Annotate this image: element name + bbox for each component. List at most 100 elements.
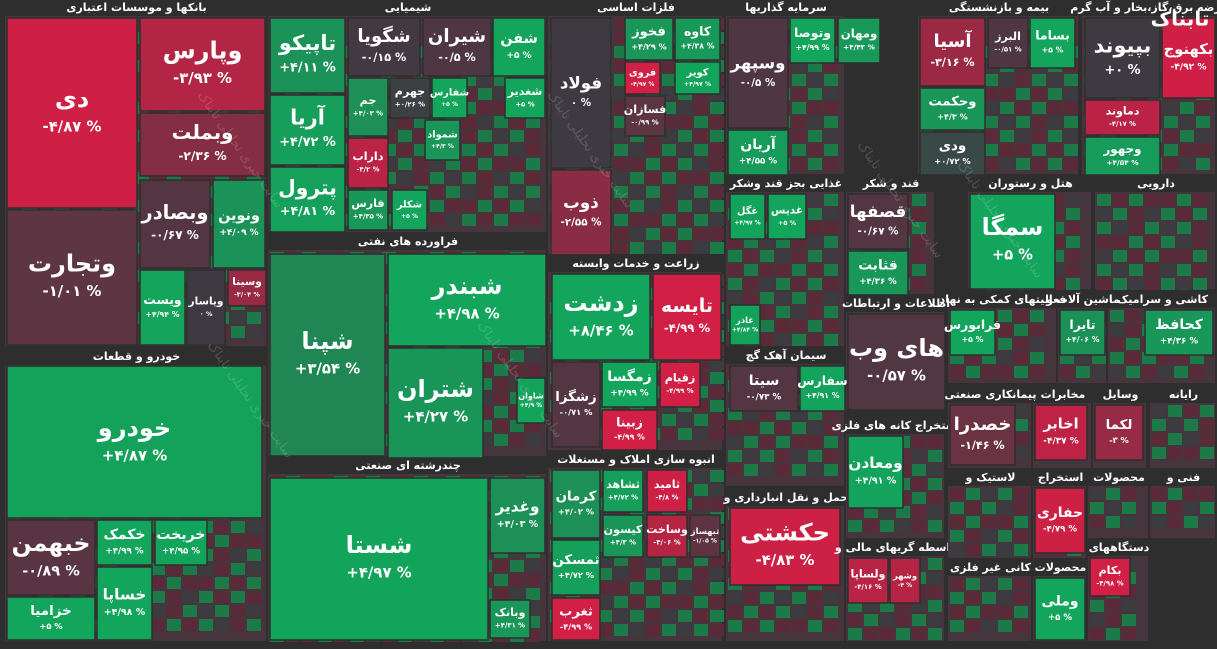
stock-name: وملی — [1042, 593, 1079, 609]
minor-tile — [792, 158, 806, 170]
minor-tile — [998, 516, 1012, 528]
stock-name: وبصادر — [141, 201, 209, 224]
minor-tile — [694, 214, 708, 226]
minor-tile — [824, 606, 838, 618]
minor-tile — [1066, 236, 1080, 248]
minor-tile — [1164, 158, 1178, 170]
minor-tile — [950, 488, 964, 500]
minor-tile — [662, 610, 676, 622]
stock-name: ثبهساز — [690, 526, 719, 537]
minor-tile — [694, 144, 708, 156]
minor-tile — [1014, 516, 1028, 528]
stock-change: -۱/۰۵ % — [693, 538, 717, 545]
stock-change: +۴/۰۳ % — [497, 519, 539, 530]
minor-tile — [728, 250, 742, 262]
minor-tile — [1064, 88, 1078, 100]
sector: محصولات وملی +۵ % — [1033, 561, 1086, 641]
minor-tile — [710, 400, 724, 412]
minor-tile — [998, 530, 1012, 542]
minor-tile — [744, 450, 758, 462]
stock-change: +۴/۰۳ % — [353, 110, 383, 118]
sector-title: زراعت و خدمات وابسته — [572, 257, 699, 270]
minor-tile — [880, 520, 894, 532]
minor-tile — [694, 228, 708, 240]
minor-tile — [728, 292, 742, 304]
minor-tile — [1032, 116, 1046, 128]
minor-tile — [912, 264, 926, 276]
minor-tile — [678, 610, 692, 622]
minor-tile — [848, 614, 862, 626]
minor-tile — [614, 596, 628, 608]
stock-name: خبهمن — [12, 529, 91, 557]
minor-tile — [1164, 130, 1178, 142]
minor-tile — [694, 498, 708, 510]
minor-tile — [678, 582, 692, 594]
minor-tile — [398, 172, 412, 184]
sector-title: بانکها و موسسات اعتباری — [66, 1, 206, 14]
sector-title: سیمان آهک گچ — [746, 348, 827, 362]
minor-tile — [1097, 236, 1111, 248]
minor-tile — [1122, 628, 1136, 640]
minor-tile — [231, 535, 245, 547]
stock-tile — [186, 269, 226, 346]
minor-tile — [966, 366, 980, 378]
minor-tile — [1066, 278, 1080, 290]
minor-tile — [1014, 606, 1028, 618]
minor-tile — [950, 366, 964, 378]
minor-tile — [998, 544, 1012, 556]
stock-tile — [347, 77, 389, 137]
minor-tile — [1030, 366, 1044, 378]
minor-tile — [462, 186, 476, 198]
minor-tile — [728, 464, 742, 476]
stock-name: شکلر — [396, 200, 422, 211]
sector-title: رایانه — [1169, 388, 1198, 401]
stock-change: +۰ % — [1104, 63, 1140, 78]
minor-tile — [662, 74, 676, 86]
minor-tile — [912, 278, 926, 290]
minor-tile — [694, 610, 708, 622]
minor-tile — [808, 116, 822, 128]
minor-tile — [824, 320, 838, 332]
stock-change: +۰/۲۶ % — [395, 101, 425, 109]
minor-tile — [478, 74, 492, 86]
stock-change: -۴/۹۹ % — [666, 387, 693, 395]
minor-tile — [982, 502, 996, 514]
minor-tile — [630, 242, 644, 254]
minor-tile — [1145, 250, 1159, 262]
minor-tile — [912, 250, 926, 262]
stock-name: خصدرا — [954, 414, 1012, 435]
minor-tile — [824, 158, 838, 170]
minor-tile — [710, 568, 724, 580]
minor-tile — [792, 250, 806, 262]
stock-tile — [347, 17, 421, 77]
minor-tile — [728, 436, 742, 448]
minor-tile — [1090, 502, 1104, 514]
minor-tile — [678, 228, 692, 240]
sector-title: فراورده های نفتی — [358, 235, 458, 248]
stock-change: +۴/۲۷ % — [403, 407, 468, 425]
stock-change: -۴/۹۸ % — [1096, 580, 1123, 588]
minor-tile — [792, 592, 806, 604]
minor-tile — [760, 464, 774, 476]
minor-tile — [494, 116, 508, 128]
minor-tile — [183, 563, 197, 575]
stock-name: ثمسکن — [552, 553, 599, 568]
stock-change: +۵ % — [441, 101, 458, 108]
minor-tile — [912, 478, 926, 490]
stock-change: +۴/۷۲ % — [608, 494, 638, 502]
minor-tile — [1097, 278, 1111, 290]
minor-tile — [1174, 366, 1188, 378]
minor-tile — [928, 628, 942, 640]
minor-tile — [728, 592, 742, 604]
minor-tile — [1161, 236, 1175, 248]
minor-tile — [824, 264, 838, 276]
minor-tile — [1193, 208, 1207, 220]
minor-tile — [215, 591, 229, 603]
minor-tile — [1032, 88, 1046, 100]
sector: محصولات — [1088, 471, 1148, 538]
stock-name: شغدیر — [507, 85, 543, 98]
minor-tile — [1014, 324, 1028, 336]
minor-tile — [462, 200, 476, 212]
stock-change: +۴/۰۹ % — [219, 228, 258, 238]
minor-tile — [1122, 614, 1136, 626]
